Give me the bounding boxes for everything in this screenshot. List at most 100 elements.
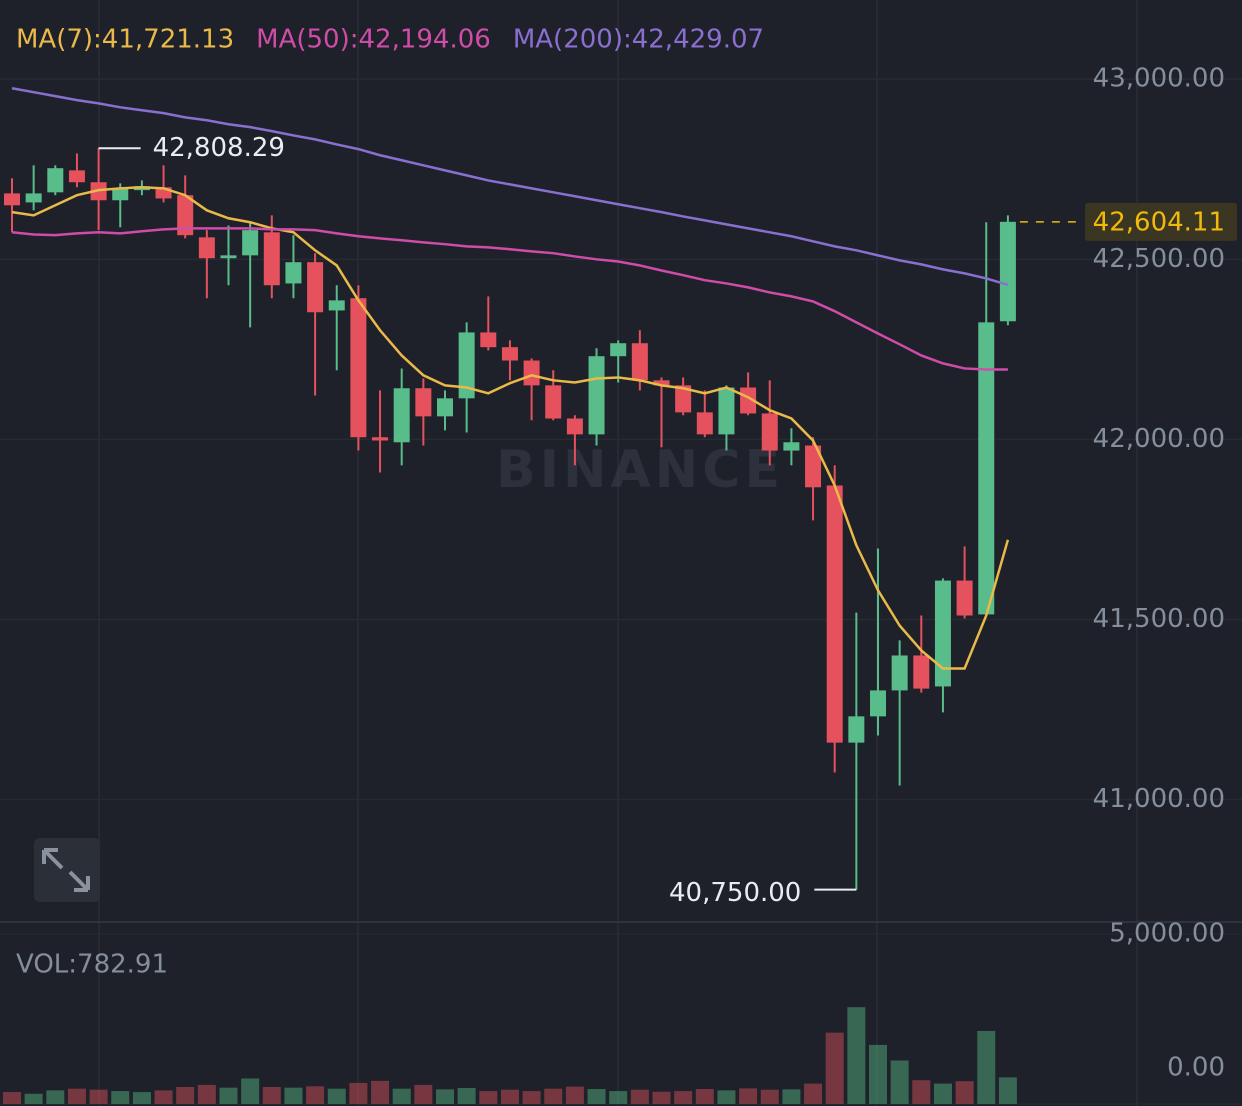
candle-body: [25, 193, 42, 203]
volume-bar: [89, 1089, 108, 1104]
candle-body: [155, 187, 172, 199]
candle-body: [588, 356, 605, 435]
candle-body: [177, 195, 194, 236]
candle-body: [913, 655, 930, 689]
volume-bar: [933, 1083, 952, 1104]
candle-body: [372, 437, 389, 441]
candle-body: [696, 412, 713, 435]
volume-tick-label: 5,000.00: [1109, 919, 1225, 949]
volume-bar: [154, 1090, 173, 1104]
volume-bar: [284, 1087, 303, 1104]
volume-bar: [241, 1078, 260, 1104]
volume-bar: [24, 1093, 43, 1104]
candle-body: [848, 716, 865, 743]
volume-bar: [67, 1088, 86, 1104]
legend-entry: MA(7):41,721.13: [16, 25, 234, 55]
y-tick-label: 41,000.00: [1093, 784, 1225, 814]
ma-line: [11, 87, 1009, 287]
volume-bar: [3, 1092, 21, 1104]
candle-body: [480, 332, 497, 348]
expand-icon[interactable]: [42, 848, 90, 892]
candle-body: [740, 387, 757, 414]
candle-body: [393, 388, 410, 443]
volume-bar: [890, 1060, 909, 1104]
ma-line: [11, 227, 1008, 371]
candle-body: [826, 485, 843, 743]
candle-body: [978, 322, 995, 615]
volume-bar: [695, 1089, 714, 1104]
volume-bar: [565, 1086, 584, 1104]
volume-bar: [847, 1007, 866, 1104]
volume-bar: [998, 1077, 1017, 1104]
candle-body: [198, 237, 215, 259]
candle-body: [631, 343, 648, 381]
candle-body: [458, 332, 475, 399]
volume-bar: [349, 1082, 368, 1104]
volume-bar: [479, 1091, 498, 1104]
candle-body: [891, 655, 908, 691]
candle-body: [285, 262, 302, 284]
y-tick-label: 41,500.00: [1093, 604, 1225, 634]
volume-bar: [630, 1089, 649, 1104]
volume-bar: [782, 1089, 801, 1104]
volume-bar: [197, 1084, 216, 1104]
annotation-label: 40,750.00: [669, 878, 801, 908]
candle-body: [761, 413, 778, 451]
volume-bar: [392, 1088, 411, 1104]
volume-bar: [674, 1091, 693, 1104]
volume-bar: [522, 1091, 541, 1104]
y-tick-label: 43,000.00: [1093, 64, 1225, 94]
ma-line: [11, 186, 1010, 670]
last-price-label: 42,604.11: [1093, 207, 1225, 237]
volume-bar: [176, 1086, 195, 1104]
volume-bar: [414, 1084, 433, 1104]
y-tick-label: 42,000.00: [1093, 424, 1225, 454]
volume-bar: [327, 1088, 346, 1104]
volume-bar: [457, 1088, 476, 1104]
volume-bar: [111, 1091, 130, 1104]
candle-body: [47, 168, 64, 193]
volume-bar: [587, 1089, 606, 1104]
volume-bar: [306, 1086, 325, 1104]
volume-bar: [804, 1083, 823, 1104]
candle-body: [653, 380, 670, 386]
volume-bar: [371, 1080, 390, 1104]
candle-body: [870, 690, 886, 717]
expand-button-bg[interactable]: [34, 838, 100, 902]
volume-bar: [739, 1088, 758, 1104]
volume-legend: VOL:782.91: [16, 950, 168, 980]
candle-body: [718, 387, 735, 435]
volume-bar: [869, 1044, 887, 1104]
volume-bar: [500, 1089, 519, 1104]
candle-body: [805, 445, 822, 488]
volume-bar: [132, 1092, 151, 1104]
candle-body: [675, 385, 692, 413]
watermark: BINANCE: [496, 440, 784, 500]
candle-body: [4, 193, 20, 206]
candle-body: [545, 385, 562, 419]
annotation-label: 42,808.29: [153, 133, 285, 163]
candle-body: [501, 347, 518, 361]
volume-bar: [717, 1090, 736, 1104]
volume-tick-label: 0.00: [1167, 1053, 1225, 1083]
candle-body: [437, 398, 453, 417]
legend-entry: MA(50):42,194.06: [256, 25, 491, 55]
last-price-box: [1085, 202, 1237, 241]
candle-body: [307, 262, 324, 313]
volume-bar: [436, 1089, 454, 1104]
volume-bar: [219, 1087, 238, 1104]
volume-bar: [825, 1032, 844, 1104]
volume-bar: [46, 1090, 65, 1104]
candle-body: [242, 230, 259, 256]
candle-body: [112, 188, 129, 201]
candle-body: [263, 232, 280, 286]
y-tick-label: 42,500.00: [1093, 244, 1225, 274]
volume-bar: [977, 1030, 996, 1104]
volume-bar: [652, 1091, 671, 1104]
volume-bar: [912, 1080, 931, 1104]
expand-button[interactable]: [34, 838, 100, 902]
candle-body: [523, 360, 540, 386]
candle-body: [934, 580, 951, 687]
candle-body: [566, 418, 583, 435]
